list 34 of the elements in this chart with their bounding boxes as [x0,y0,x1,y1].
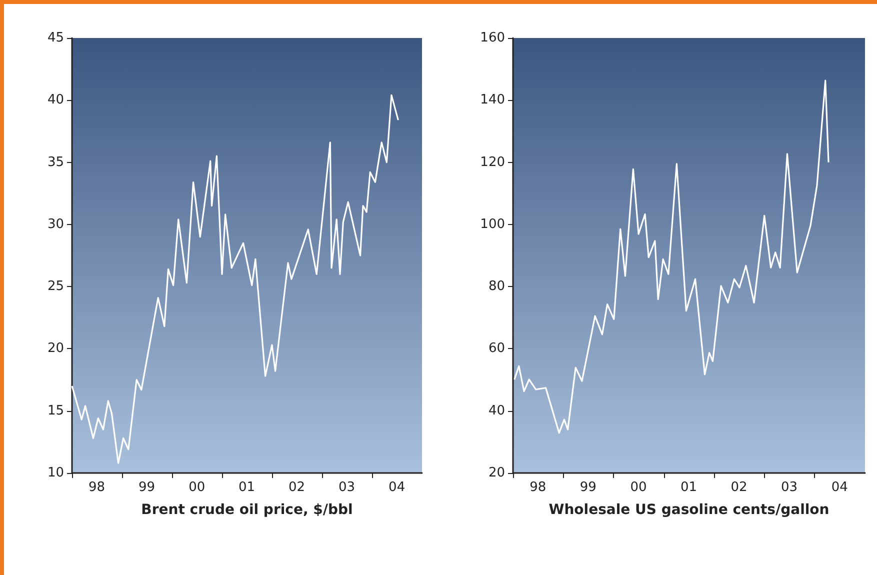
y-tick-label: 45 [47,30,64,46]
x-tick-label: 03 [781,480,798,495]
x-tick-label: 98 [530,480,546,495]
y-tick-label: 100 [480,216,505,232]
x-tick-label: 03 [338,480,355,495]
y-tick-label: 160 [480,30,505,46]
x-tick-label: 98 [88,480,106,495]
y-tick-label: 120 [480,154,505,170]
y-tick-label: 40 [47,92,64,108]
y-tick-label: 35 [47,154,64,170]
y-tick-label: 20 [47,341,64,356]
x-tick-label: 00 [630,480,647,495]
x-tick-label: 00 [188,480,206,495]
y-tick-label: 10 [47,466,64,480]
y-tick-label: 15 [47,403,64,418]
x-tick-label: 99 [580,480,596,495]
x-tick-label: 04 [831,480,848,495]
x-tick-label: 01 [680,480,698,495]
y-tick-label: 60 [488,341,505,356]
x-axis-title: Brent crude oil price, $/bbl [141,502,353,518]
y-tick-label: 80 [488,279,505,294]
y-tick-label: 25 [47,279,64,294]
y-tick-label: 140 [480,92,505,108]
x-tick-label: 99 [138,480,156,495]
y-tick-label: 40 [488,403,505,418]
x-tick-label: 01 [238,480,256,495]
line-series [71,94,399,464]
x-tick-label: 04 [388,480,406,495]
x-tick-label: 02 [730,480,748,495]
x-tick-label: 02 [288,480,306,495]
y-tick-label: 30 [47,216,64,232]
y-tick-label: 20 [488,466,505,480]
line-series [514,80,830,434]
x-axis-title: Wholesale US gasoline cents/gallon [548,502,830,518]
